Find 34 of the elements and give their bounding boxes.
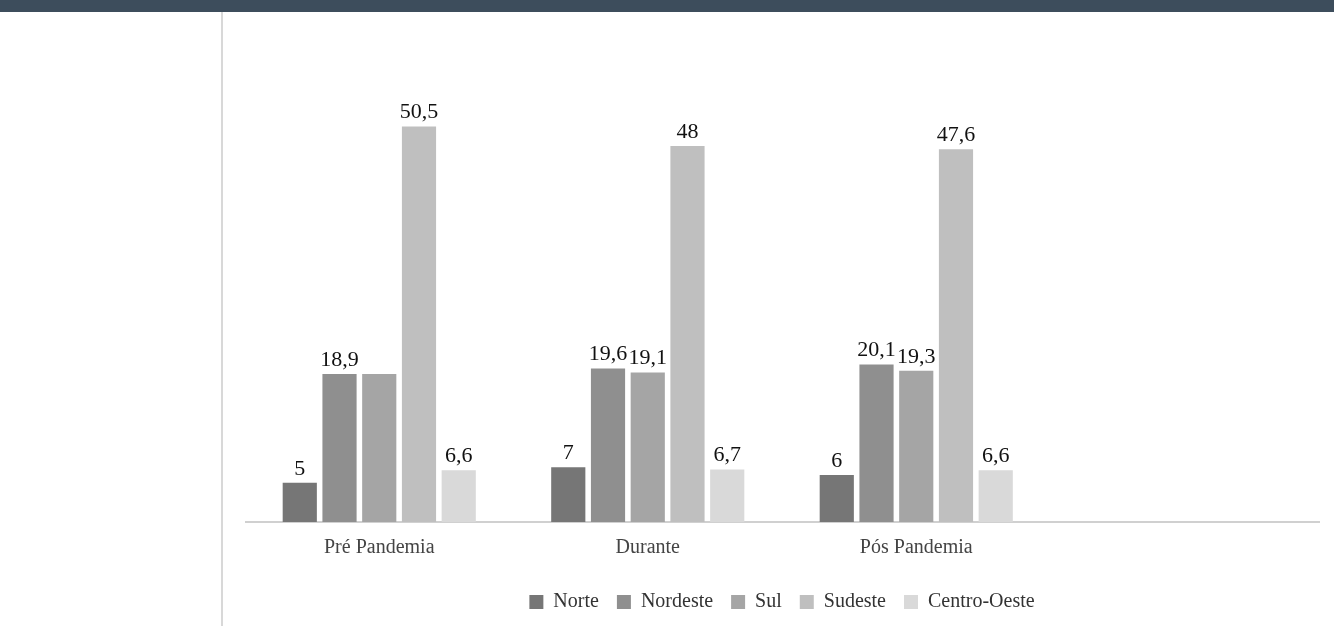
bar bbox=[859, 364, 894, 522]
x-tick-label: Pré Pandemia bbox=[323, 535, 435, 558]
data-label: 6,7 bbox=[713, 441, 741, 467]
data-label: 50,5 bbox=[399, 98, 439, 124]
bar bbox=[551, 467, 586, 522]
bar bbox=[819, 475, 854, 522]
legend-label: Nordeste bbox=[640, 589, 714, 612]
bar bbox=[322, 373, 357, 522]
data-label: 19,3 bbox=[897, 342, 936, 368]
data-label: 48 bbox=[676, 117, 699, 143]
data-label: 47,6 bbox=[936, 120, 976, 146]
bar bbox=[401, 126, 437, 522]
data-label: 19,1 bbox=[628, 344, 667, 370]
legend-label: Sul bbox=[755, 589, 783, 612]
legend-label: Sudeste bbox=[823, 589, 887, 612]
data-label: 6 bbox=[831, 446, 843, 472]
x-tick-label: Durante bbox=[615, 535, 681, 558]
legend-label: Centro-Oeste bbox=[928, 589, 1035, 612]
data-label: 6,6 bbox=[981, 442, 1010, 468]
bar bbox=[590, 368, 626, 522]
data-label: 6,6 bbox=[444, 442, 473, 468]
bar bbox=[630, 372, 665, 522]
data-label: 19,6 bbox=[588, 340, 628, 366]
data-label: 7 bbox=[562, 438, 574, 464]
bar bbox=[938, 149, 974, 522]
bar bbox=[282, 482, 317, 522]
bar bbox=[899, 370, 934, 522]
data-label: 5 bbox=[294, 454, 306, 480]
bar bbox=[362, 373, 397, 522]
data-label: 20,1 bbox=[857, 336, 896, 362]
bar bbox=[670, 146, 705, 522]
legend-label: Norte bbox=[553, 589, 600, 612]
x-tick-label: Pós Pandemia bbox=[859, 535, 973, 558]
data-label: 18,9 bbox=[320, 345, 359, 371]
